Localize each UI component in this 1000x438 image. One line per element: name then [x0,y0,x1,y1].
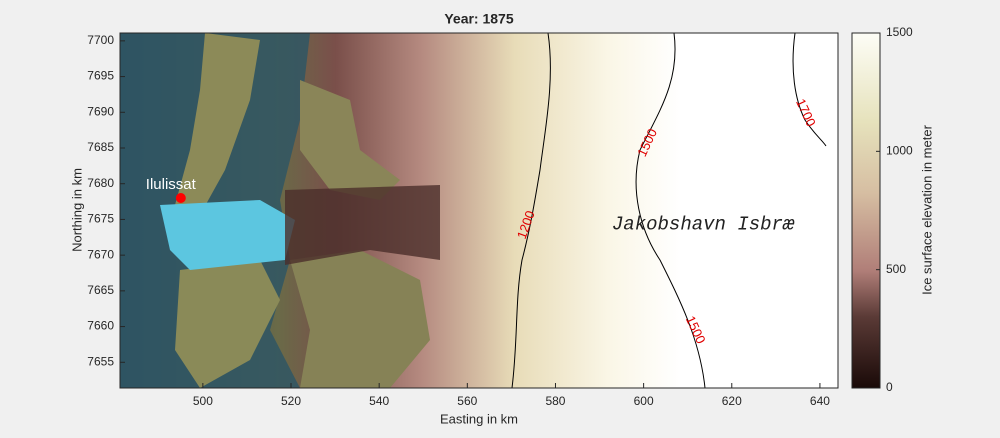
y-tick-label: 7700 [87,33,114,47]
y-tick-label: 7690 [87,104,114,118]
map-image [120,33,838,388]
y-axis-label: Northing in km [69,168,84,252]
y-tick-label: 7660 [87,319,114,333]
x-tick-label: 640 [810,394,830,408]
x-tick-label: 560 [457,394,477,408]
y-tick-label: 7675 [87,212,114,226]
place-label: Ilulissat [146,176,197,193]
y-tick-label: 7695 [87,69,114,83]
colorbar-tick-label: 1000 [886,144,913,158]
title: Year: 1875 [444,11,513,27]
colorbar-tick-label: 500 [886,262,906,276]
y-tick-label: 7655 [87,354,114,368]
axes-box [119,32,839,389]
annotation: Jakobshavn Isbræ [612,213,795,235]
place-marker [175,193,186,203]
y-tick-label: 7680 [87,176,114,190]
x-tick-label: 620 [722,394,742,408]
x-tick-label: 600 [634,394,654,408]
x-axis-label: Easting in km [440,411,518,426]
y-tick-label: 7685 [87,140,114,154]
x-tick-label: 500 [193,394,213,408]
colorbar [851,32,881,389]
colorbar-label: Ice surface elevation in meter [919,124,934,294]
contour-lines [511,32,827,389]
x-tick-label: 540 [369,394,389,408]
y-tick-label: 7670 [87,247,114,261]
x-tick-label: 580 [545,394,565,408]
colorbar-tick-label: 0 [886,380,893,394]
colorbar-tick-label: 1500 [886,25,913,39]
y-tick-label: 7665 [87,283,114,297]
x-tick-label: 520 [281,394,301,408]
